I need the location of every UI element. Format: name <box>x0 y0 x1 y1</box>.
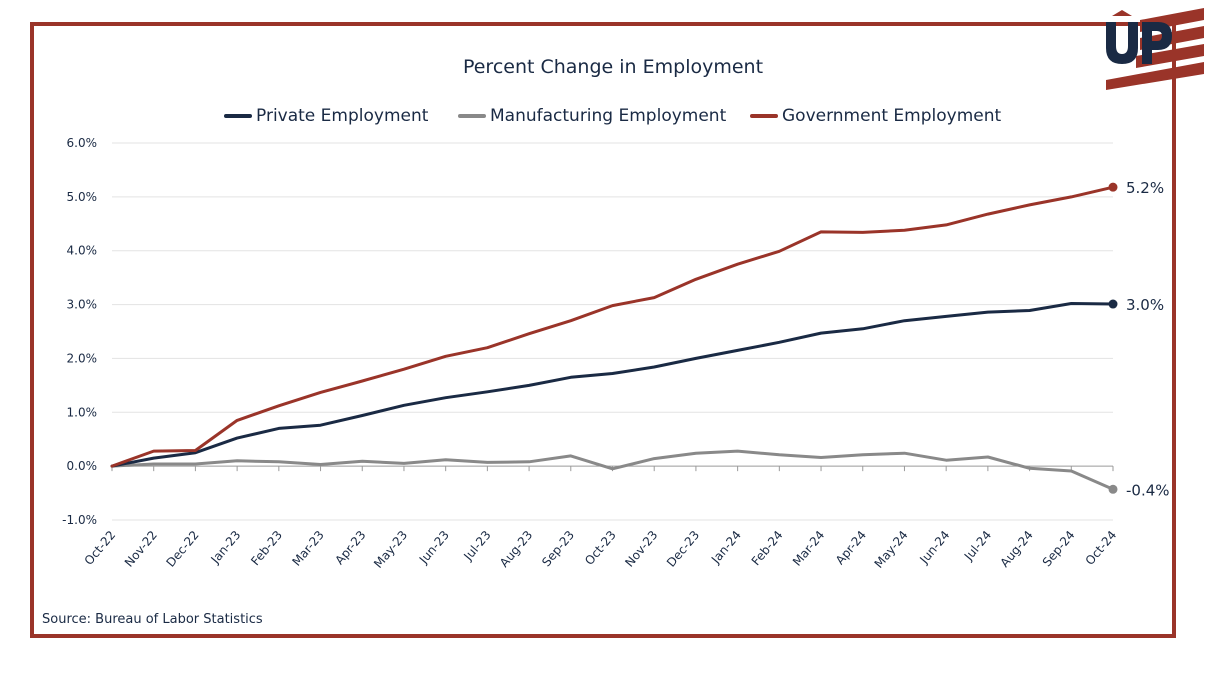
x-tick-label: Jun-23 <box>416 528 452 567</box>
x-tick-label: Jul-23 <box>460 528 493 564</box>
y-tick-label: 6.0% <box>67 136 98 150</box>
x-tick-label: Nov-23 <box>622 528 660 570</box>
source-note: Source: Bureau of Labor Statistics <box>42 612 263 627</box>
x-tick-label: Jan-24 <box>708 528 744 567</box>
legend-swatch-private <box>224 114 252 118</box>
x-tick-label: Sep-23 <box>539 528 577 569</box>
x-tick-label: Jan-23 <box>208 528 244 567</box>
chart-frame <box>30 22 1176 638</box>
end-label-manufacturing-employment: -0.4% <box>1126 481 1170 499</box>
x-tick-label: Dec-22 <box>163 528 201 570</box>
series-line-private-employment <box>110 302 1115 468</box>
end-marker-manufacturing-employment <box>1108 484 1118 494</box>
x-tick-label: Oct-22 <box>82 528 119 568</box>
x-tick-label: Sep-24 <box>1040 528 1078 569</box>
legend-label-private: Private Employment <box>256 106 429 126</box>
y-tick-label: 3.0% <box>67 298 98 312</box>
chart-title: Percent Change in Employment <box>462 56 764 78</box>
series-line-government-employment <box>110 185 1115 468</box>
end-marker-private-employment <box>1108 299 1118 309</box>
legend-item-government: Government Employment <box>750 106 1001 126</box>
legend-swatch-government <box>750 114 778 118</box>
y-tick-label: 0.0% <box>67 459 98 473</box>
x-tick-label: Aug-24 <box>997 528 1035 570</box>
legend-label-manufacturing: Manufacturing Employment <box>490 106 727 126</box>
x-tick-label: Jul-24 <box>961 528 994 564</box>
y-tick-label: 4.0% <box>67 244 98 258</box>
x-tick-label: Mar-24 <box>790 528 827 569</box>
x-tick-label: May-24 <box>872 528 911 571</box>
y-tick-label: 1.0% <box>67 405 98 419</box>
y-tick-label: 2.0% <box>67 351 98 365</box>
x-tick-label: Nov-22 <box>122 528 160 570</box>
legend-item-manufacturing: Manufacturing Employment <box>458 106 726 126</box>
x-tick-label: Aug-23 <box>497 528 535 570</box>
legend-item-private: Private Employment <box>224 106 428 126</box>
x-tick-label: May-23 <box>371 528 410 571</box>
x-tick-label: Feb-23 <box>248 528 285 568</box>
legend-swatch-manufacturing <box>458 114 486 118</box>
y-tick-label: 5.0% <box>67 190 98 204</box>
up-logo-icon <box>1106 8 1204 90</box>
x-tick-label: Feb-24 <box>749 528 786 568</box>
series-line-manufacturing-employment <box>110 449 1115 491</box>
legend-label-government: Government Employment <box>782 106 1002 126</box>
x-tick-label: Apr-24 <box>833 528 869 567</box>
x-tick-label: Apr-23 <box>332 528 368 567</box>
y-tick-label: -1.0% <box>62 513 97 527</box>
x-tick-label: Dec-23 <box>664 528 702 570</box>
end-label-government-employment: 5.2% <box>1126 179 1164 197</box>
x-tick-label: Oct-24 <box>1083 528 1120 568</box>
x-tick-label: Mar-23 <box>289 528 326 569</box>
x-tick-label: Oct-23 <box>582 528 619 568</box>
legend: Private Employment Manufacturing Employm… <box>0 106 1226 130</box>
x-tick-label: Jun-24 <box>916 528 952 567</box>
end-marker-government-employment <box>1108 182 1118 192</box>
end-label-private-employment: 3.0% <box>1126 296 1164 314</box>
